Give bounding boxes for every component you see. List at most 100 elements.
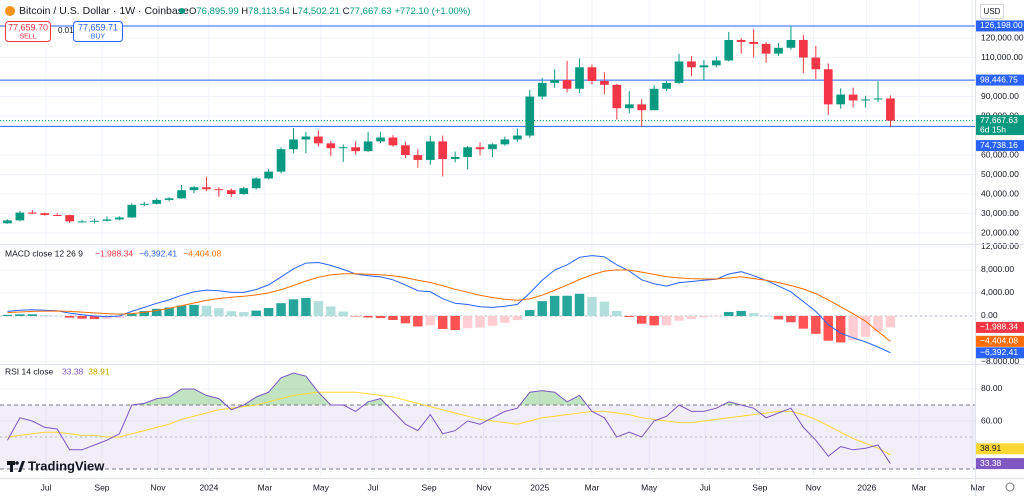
y-tick-label: 20,000.00 [981,227,1019,237]
candle-body [102,219,112,221]
histogram-bar [239,312,249,316]
ohlc-value: 78,113.54 [248,6,290,17]
y-tick-label: 80.00 [981,383,1003,393]
histogram-bar [313,301,324,316]
settings-icon[interactable] [1005,482,1015,492]
histogram-bar [612,310,622,316]
candle-body [687,61,696,68]
sell-button[interactable] [5,21,51,42]
histogram-bar [226,311,237,316]
histogram-bar [89,315,100,320]
histogram-bar [823,315,833,341]
histogram-bar [724,311,734,316]
candle-body [376,137,385,142]
value-badge: 38.91 [980,443,1002,453]
candle-body [674,61,684,83]
y-tick-label: 110,000.00 [981,52,1023,62]
candle-body [276,149,286,172]
candle-body [239,188,249,195]
histogram-bar [711,315,722,317]
pane-title: RSI 14 close [5,366,53,376]
candle-body [823,69,833,105]
candle-body [338,147,348,149]
candle-body [624,104,634,109]
overbought-fill [131,373,742,405]
candle-body [575,67,584,89]
y-tick-label: 60,000.00 [981,149,1019,159]
candle-body [662,82,671,89]
candle-body [189,187,199,191]
value-badge: −1,988.34 [980,322,1018,332]
histogram-bar [736,310,746,316]
indicator-line [7,255,891,354]
y-tick-label: 60.00 [981,415,1003,425]
histogram-bar [661,315,672,326]
histogram-bar [363,315,373,318]
ohlc-key: L [292,6,297,17]
indicator-line [7,372,891,464]
histogram-bar [636,315,647,324]
histogram-bar [537,301,547,316]
candle-body [40,213,50,215]
histogram-bar [77,315,87,319]
candle-body [115,217,124,220]
candle-body [301,136,311,140]
histogram-bar [27,314,38,316]
buy-label[interactable]: BUY [91,33,106,40]
buy-button[interactable] [73,21,123,42]
price-badge-bg [976,115,1024,136]
candle-body [463,147,472,158]
histogram-bar [885,315,896,328]
ohlc-key: O [189,6,196,17]
candle-body [537,82,547,97]
histogram-bar [102,315,112,319]
candle-body [214,189,224,191]
candle-body [127,204,137,218]
histogram-bar [400,315,411,324]
candle-body [425,141,435,160]
candle-body [836,94,846,105]
value-badge-bg [976,335,1024,347]
candle-body [525,96,535,136]
indicator-line [7,269,891,342]
histogram-bar [835,315,846,343]
indicator-line [7,391,891,456]
currency-button[interactable] [980,4,1004,19]
candle-body [264,171,273,179]
value-badge-bg [976,443,1024,455]
histogram-bar [388,315,398,321]
header: Bitcoin / U.S. Dollar · 1W · Coinbase O7… [5,4,1004,42]
candle-body [562,79,572,89]
x-tick-label: May [641,482,658,492]
x-tick-label: Sep [94,482,109,492]
sell-price[interactable]: 77,659.70 [8,22,48,32]
candle-body [500,139,510,145]
x-tick-label: Sep [421,482,436,492]
histogram-bar [151,308,162,316]
spread: 0.01 [58,26,74,35]
ohlc-change: +772.10 (+1.00%) [394,6,470,17]
candle-body [587,67,597,81]
x-tick-label: Mar [971,482,986,492]
histogram-bar [2,314,13,316]
price-badge-bg [976,140,1024,152]
histogram-bar [350,315,361,317]
candle-body [65,215,74,222]
candle-body [512,135,522,140]
candle-body [52,214,62,216]
currency[interactable]: USD [984,7,1001,16]
candle-body [886,98,895,121]
ohlc-value: 76,895.99 [196,6,238,17]
histogram-bar [52,315,62,317]
y-tick-label: 4,000.00 [981,287,1014,297]
x-tick-label: May [313,482,330,492]
buy-price[interactable]: 77,659.71 [78,22,118,32]
value-badge-bg [976,347,1024,359]
x-tick-label: 2026 [857,482,876,492]
candle-body [711,60,721,66]
symbol-title: Bitcoin / U.S. Dollar · 1W · Coinbase [19,5,189,17]
sell-label[interactable]: SELL [19,33,36,40]
histogram-bar [375,315,386,319]
candle-body [289,139,298,150]
